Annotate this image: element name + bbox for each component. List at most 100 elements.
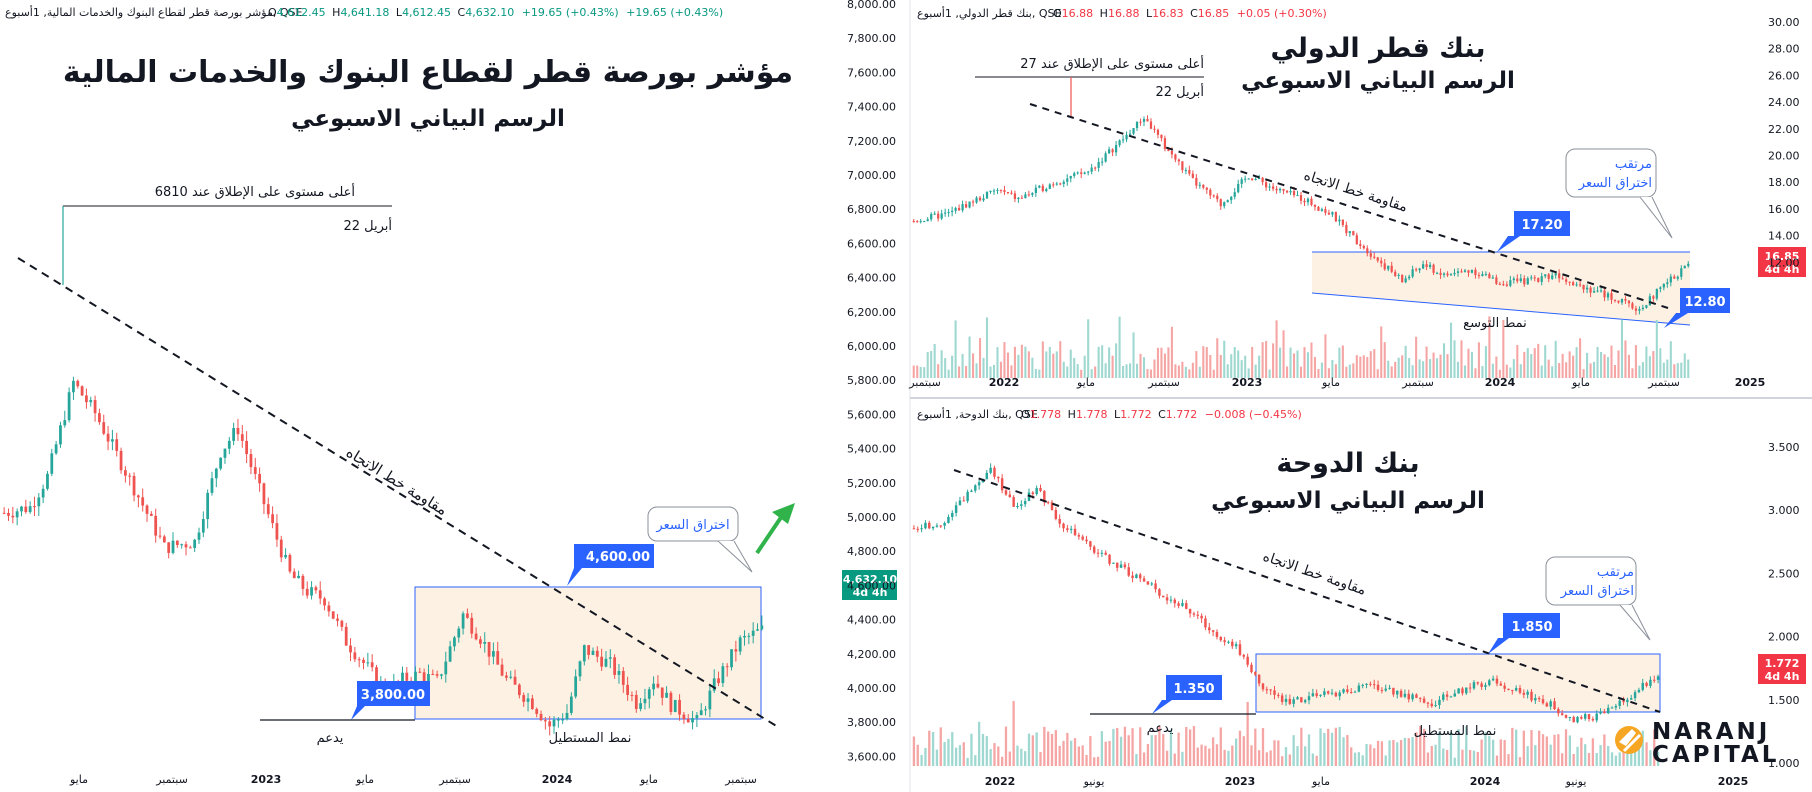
candle-body <box>240 434 244 441</box>
volume-bar <box>1472 750 1476 766</box>
candle-body <box>1196 614 1200 616</box>
candle-body <box>1648 296 1651 306</box>
svg-text:NARANJ: NARANJ <box>1652 719 1770 745</box>
main-breakout-arrow-icon <box>755 503 795 555</box>
candle-body <box>453 637 456 647</box>
volume-bar <box>939 727 942 766</box>
volume-bar <box>1373 748 1376 766</box>
candle-body <box>1394 271 1397 276</box>
volume-bar <box>1115 343 1118 378</box>
volume-bar <box>1304 746 1307 766</box>
candle-body <box>1066 528 1069 530</box>
qib-y-axis: 30.00 28.00 26.00 24.00 22.00 20.00 18.00 16.00… <box>1768 16 1800 269</box>
candle-body <box>704 709 707 711</box>
candle-body <box>1341 219 1344 225</box>
candle-body <box>1372 684 1376 686</box>
volume-bar <box>1507 754 1510 766</box>
candle-body <box>1503 685 1506 689</box>
volume-bar <box>1038 369 1041 378</box>
candle-body <box>1326 691 1330 694</box>
candle-body <box>1653 679 1656 681</box>
volume-bar <box>1645 742 1648 766</box>
volume-bar <box>1516 345 1519 378</box>
candle-body <box>414 671 417 683</box>
candle-body <box>1035 487 1038 495</box>
volume-bar <box>1387 360 1390 378</box>
candle-body <box>1292 191 1296 196</box>
volume-bar <box>978 338 982 378</box>
volume-bar <box>1522 730 1525 766</box>
candle-body <box>1518 687 1522 693</box>
candle-body <box>1330 692 1334 694</box>
candle-body <box>1215 631 1219 637</box>
volume-bar <box>1401 355 1404 378</box>
volume-bar <box>1093 757 1096 766</box>
candle-body <box>1460 271 1463 273</box>
candle-body <box>1638 309 1641 311</box>
candle-body <box>1603 711 1606 714</box>
volume-bar <box>1434 744 1437 766</box>
candle-body <box>1465 687 1468 694</box>
candle-body <box>665 692 668 698</box>
candle-body <box>401 672 404 682</box>
candle-body <box>258 473 261 484</box>
candle-body <box>966 491 969 502</box>
candle-body <box>1614 705 1618 708</box>
candle-body <box>483 641 487 644</box>
candle-body <box>962 500 966 502</box>
volume-bar <box>1211 737 1215 766</box>
candle-body <box>479 639 482 644</box>
main-support-label: يدعم <box>317 731 344 746</box>
qib-x-tick: سبتمبر <box>1147 376 1180 389</box>
candle-body <box>1676 276 1679 279</box>
volume-bar <box>1066 732 1069 766</box>
volume-bar <box>923 367 926 378</box>
candle-body <box>1342 689 1345 693</box>
main-price-tag: 4,632.10 4d 4h <box>842 570 897 600</box>
volume-bar <box>1348 364 1351 378</box>
candle-body <box>1233 192 1236 197</box>
volume-bar <box>1369 744 1372 766</box>
volume-bar <box>1003 342 1006 378</box>
candle-body <box>227 440 231 449</box>
doha-candles <box>912 463 1660 724</box>
doha-x-tick: 2024 <box>1470 775 1501 788</box>
candle-body <box>1195 177 1198 186</box>
candle-body <box>1306 198 1310 203</box>
volume-bar <box>1399 740 1403 766</box>
candle-body <box>940 213 943 219</box>
candle-body <box>1191 173 1194 178</box>
volume-bar <box>958 745 962 766</box>
candle-body <box>1153 128 1156 130</box>
volume-bar <box>1512 359 1515 378</box>
main-x-tick: سبتمبر <box>438 773 471 786</box>
volume-bar <box>1047 731 1050 766</box>
volume-bar <box>1484 732 1487 766</box>
candle-body <box>954 505 958 513</box>
candle-body <box>132 475 136 496</box>
volume-bar <box>1488 316 1491 378</box>
volume-bar <box>1284 747 1288 766</box>
candle-body <box>1289 191 1292 193</box>
y-tick-label: 3.000 <box>1768 504 1800 517</box>
volume-bar <box>1024 751 1027 766</box>
candle-body <box>725 666 729 668</box>
volume-bar <box>1499 739 1502 766</box>
candle-body <box>1277 694 1280 696</box>
volume-bar <box>1631 368 1634 378</box>
volume-bar <box>1547 359 1550 378</box>
volume-bar <box>1418 359 1421 378</box>
volume-bar <box>1476 751 1479 766</box>
volume-bar <box>1557 734 1560 766</box>
candle-body <box>370 662 374 668</box>
candle-body <box>1353 691 1357 693</box>
volume-bar <box>947 369 950 378</box>
volume-bar <box>972 353 975 378</box>
volume-bar <box>1411 737 1414 766</box>
candle-body <box>678 699 681 715</box>
candle-body <box>1537 278 1540 282</box>
y-tick-label: 5,600.00 <box>847 408 896 421</box>
candle-body <box>1008 494 1012 498</box>
candle-body <box>1010 192 1013 194</box>
volume-bar <box>1457 729 1460 766</box>
